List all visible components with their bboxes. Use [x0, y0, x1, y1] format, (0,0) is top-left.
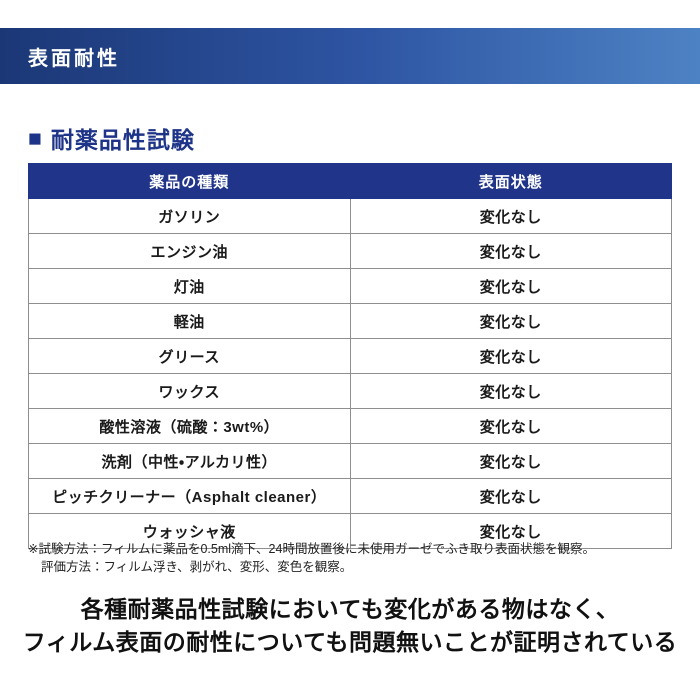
chemical-name-cell: エンジン油	[28, 233, 351, 269]
table-row: 酸性溶液（硫酸：3wt%） 変化なし	[28, 408, 672, 444]
column-header-surface-state: 表面状態	[349, 163, 672, 199]
surface-state-cell: 変化なし	[349, 478, 672, 514]
chemical-name-cell: 洗剤（中性・アルカリ性）	[28, 443, 351, 479]
table-row: グリース 変化なし	[28, 338, 672, 374]
surface-state-cell: 変化なし	[349, 513, 672, 549]
table-header: 薬品の種類 表面状態	[28, 163, 672, 199]
table-row: ウォッシャ液 変化なし	[28, 513, 672, 549]
column-header-chemical-type: 薬品の種類	[28, 163, 351, 199]
section-title: ■ 耐薬品性試験	[28, 121, 195, 155]
chemical-name-cell: グリース	[28, 338, 351, 374]
table-row: ガソリン 変化なし	[28, 198, 672, 234]
header-banner: 表面耐性	[0, 28, 700, 84]
surface-state-cell: 変化なし	[349, 443, 672, 479]
table-row: ワックス 変化なし	[28, 373, 672, 409]
chemical-name-cell: 軽油	[28, 303, 351, 339]
table-header-row: 薬品の種類 表面状態	[28, 163, 672, 199]
conclusion-message: 各種耐薬品性試験においても変化がある物はなく、 フィルム表面の耐性についても問題…	[0, 593, 700, 659]
surface-state-cell: 変化なし	[349, 303, 672, 339]
table-body: ガソリン 変化なし エンジン油 変化なし 灯油 変化なし 軽油 変化なし グリー…	[28, 198, 672, 549]
surface-state-cell: 変化なし	[349, 373, 672, 409]
chemical-name-cell: 酸性溶液（硫酸：3wt%）	[28, 408, 351, 444]
surface-state-cell: 変化なし	[349, 268, 672, 304]
table-row: 軽油 変化なし	[28, 303, 672, 339]
chemical-name-cell: ガソリン	[28, 198, 351, 234]
surface-state-cell: 変化なし	[349, 338, 672, 374]
surface-state-cell: 変化なし	[349, 198, 672, 234]
note-test-method: ※試験方法：フィルムに薬品を0.5ml滴下、24時間放置後に未使用ガーゼでふき取…	[28, 542, 595, 556]
chemical-name-cell: ワックス	[28, 373, 351, 409]
test-method-notes: ※試験方法：フィルムに薬品を0.5ml滴下、24時間放置後に未使用ガーゼでふき取…	[28, 541, 678, 576]
chemical-name-cell: 灯油	[28, 268, 351, 304]
header-title: 表面耐性	[28, 47, 120, 70]
chemical-name-cell: ウォッシャ液	[28, 513, 351, 549]
table-row: 灯油 変化なし	[28, 268, 672, 304]
note-evaluation-method: 評価方法：フィルム浮き、剥がれ、変形、変色を観察。	[41, 559, 353, 574]
conclusion-line-1: 各種耐薬品性試験においても変化がある物はなく、	[80, 596, 620, 622]
table-row: ピッチクリーナー（Asphalt cleaner） 変化なし	[28, 478, 672, 514]
conclusion-line-2: フィルム表面の耐性についても問題無いことが証明されている	[22, 629, 678, 655]
section-bullet-icon: ■	[28, 124, 43, 151]
table-row: 洗剤（中性・アルカリ性） 変化なし	[28, 443, 672, 479]
table-row: エンジン油 変化なし	[28, 233, 672, 269]
section-title-label: 耐薬品性試験	[50, 127, 195, 153]
chemical-resistance-table: 薬品の種類 表面状態 ガソリン 変化なし エンジン油 変化なし 灯油 変化なし …	[28, 163, 672, 549]
chemical-name-cell: ピッチクリーナー（Asphalt cleaner）	[28, 478, 351, 514]
surface-state-cell: 変化なし	[349, 408, 672, 444]
surface-state-cell: 変化なし	[349, 233, 672, 269]
